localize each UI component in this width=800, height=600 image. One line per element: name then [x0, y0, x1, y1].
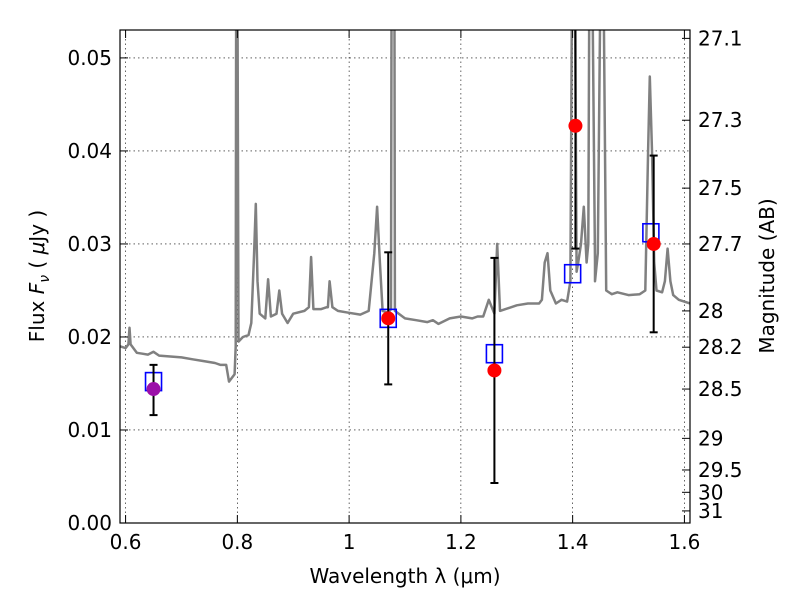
right-tick-label: 29.5 [698, 458, 743, 482]
observed-point [646, 236, 661, 251]
observed-point [381, 311, 396, 326]
plot-frame [119, 29, 691, 524]
right-tick-label: 31 [698, 499, 723, 523]
spectrum-line [120, 30, 690, 383]
y-tick-label: 0.04 [67, 139, 112, 163]
x-tick-label: 1.6 [669, 530, 701, 554]
x-tick-label: 1 [343, 530, 356, 554]
model-box [563, 263, 582, 284]
y-axis-label-right: Magnitude (AB) [755, 198, 779, 353]
y-tick-label: 0.05 [67, 46, 112, 70]
y-axis-label-left: Flux Fν ( μJy ) [25, 210, 53, 342]
right-tick-label: 27.5 [698, 176, 743, 200]
x-axis-label: Wavelength λ (μm) [309, 564, 500, 588]
right-tick-label: 28.2 [698, 335, 743, 359]
right-tick-label: 29 [698, 426, 723, 450]
right-tick-label: 28.5 [698, 377, 743, 401]
right-tick-label: 27.1 [698, 26, 743, 50]
right-tick-label: 30 [698, 480, 723, 504]
y-tick-label: 0.02 [67, 325, 112, 349]
x-tick-label: 0.6 [110, 530, 142, 554]
data-layer [120, 30, 690, 485]
y-tick-label: 0.01 [67, 418, 112, 442]
tick-layer: 0.6 0.8 1 1.2 1.4 1.6 0.00 0.01 0.02 0.03 0.04 0.05… [67, 26, 742, 554]
y-tick-label: 0.03 [67, 232, 112, 256]
right-tick-label: 28 [698, 299, 723, 323]
y-tick-label: 0.00 [67, 511, 112, 535]
x-tick-label: 0.8 [221, 530, 253, 554]
observed-point [146, 382, 161, 397]
right-tick-label: 27.3 [698, 108, 743, 132]
x-tick-label: 1.2 [445, 530, 477, 554]
observed-point [487, 363, 502, 378]
observed-point [568, 118, 583, 133]
right-tick-label: 27.7 [698, 232, 743, 256]
x-tick-label: 1.4 [557, 530, 589, 554]
